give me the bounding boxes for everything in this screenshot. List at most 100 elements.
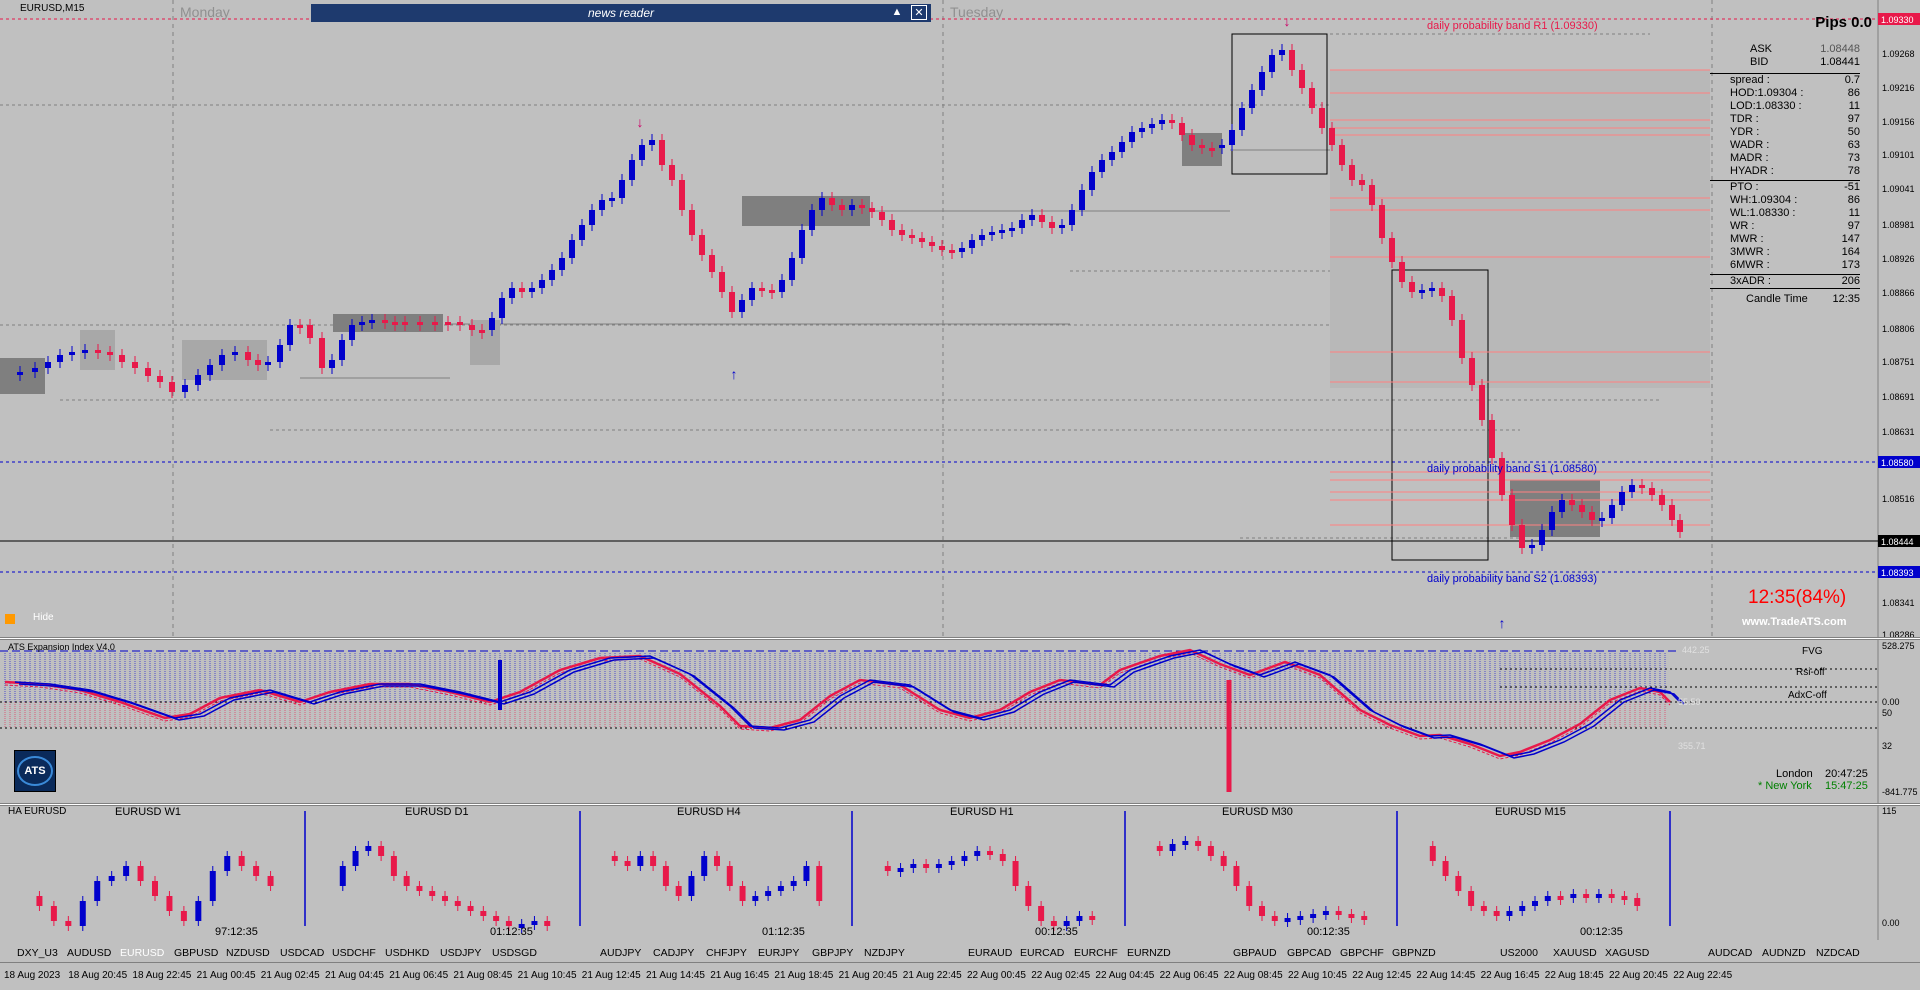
chart-title: EURUSD,M15 [20,3,85,14]
time-tick: 22 Aug 06:45 [1159,970,1219,981]
mini-candle [611,856,618,861]
mini-candle [714,856,720,866]
candle [699,235,705,255]
symbol-usdhkd[interactable]: USDHKD [385,947,430,959]
symbol-cadjpy[interactable]: CADJPY [653,947,695,959]
candle [255,360,261,365]
time-tick: 21 Aug 08:45 [453,970,513,981]
symbol-audusd[interactable]: AUDUSD [67,947,112,959]
symbol-euraud[interactable]: EURAUD [968,947,1013,959]
main-chart-pane[interactable]: ↓ ↓ ↑ ↑ daily probability band R1 (1.093… [0,0,1920,637]
bid-label: BID [1750,56,1769,68]
osc-axis-bottom: -841.775 [1882,787,1918,797]
info-row: 3MWR : 164 [1710,246,1860,259]
symbol-eurjpy[interactable]: EURJPY [758,947,800,959]
candle [107,352,113,355]
candle [307,325,313,338]
symbol-us2000[interactable]: US2000 [1500,947,1538,959]
news-reader-bar[interactable]: news reader ▲ ✕ [311,4,931,22]
site-label: www.TradeATS.com [1742,616,1847,628]
price-tick: 1.09156 [1882,117,1915,127]
candle [1509,495,1515,525]
mini-candle [137,866,144,881]
symbol-audcad[interactable]: AUDCAD [1708,947,1753,959]
mini-candle [1038,906,1045,921]
mini-panel-timer: 00:12:35 [1580,926,1623,938]
symbol-eurcad[interactable]: EURCAD [1020,947,1065,959]
candle [1209,148,1215,151]
pane-separator[interactable] [0,637,1920,640]
symbol-gbpaud[interactable]: GBPAUD [1233,947,1277,959]
symbol-usdchf[interactable]: USDCHF [332,947,376,959]
candle [1119,142,1125,152]
candle [1329,128,1335,145]
multi-timeframe-pane[interactable]: HA EURUSD EURUSD W1 97:12:35 EURUSD D1 01:1… [0,806,1920,940]
hide-button[interactable]: Hide [33,612,54,623]
mini-candle [1429,846,1436,861]
mini-panel-timer: 01:12:35 [762,926,805,938]
candle [739,300,745,312]
close-icon[interactable]: ✕ [911,5,927,20]
symbol-xagusd[interactable]: XAGUSD [1605,947,1650,959]
mini-candle [816,866,823,901]
symbol-gbpcad[interactable]: GBPCAD [1287,947,1332,959]
info-value: 147 [1841,233,1860,245]
symbol-xauusd[interactable]: XAUUSD [1553,947,1597,959]
collapse-icon[interactable]: ▲ [891,6,903,18]
candle [277,345,283,362]
candle [287,325,293,345]
price-chart[interactable]: ↓ ↓ ↑ ↑ daily probability band R1 (1.093… [0,0,1920,637]
mini-candle [1468,891,1475,906]
symbol-eurusd[interactable]: EURUSD [120,947,165,959]
symbol-nzdusd[interactable]: NZDUSD [226,947,270,959]
candle [779,280,785,292]
mini-panel-title: EURUSD W1 [115,806,182,818]
band-s1-label: daily probability band S1 (1.08580) [1427,463,1597,475]
symbol-usdjpy[interactable]: USDJPY [440,947,482,959]
ats-logo-text: ATS [17,756,53,786]
info-key: 3xADR : [1730,275,1771,287]
candle [909,235,915,238]
symbol-gbpjpy[interactable]: GBPJPY [812,947,854,959]
symbol-eurnzd[interactable]: EURNZD [1127,947,1171,959]
candle [759,288,765,291]
mini-candle [152,881,158,896]
ask-value: 1.08448 [1820,43,1860,55]
symbol-gbpchf[interactable]: GBPCHF [1340,947,1384,959]
hide-toggle-icon[interactable] [5,614,15,624]
symbol-nzdjpy[interactable]: NZDJPY [864,947,905,959]
candle [1219,145,1225,148]
symbol-gbpusd[interactable]: GBPUSD [174,947,219,959]
mini-candle [544,921,551,926]
info-row: HYADR : 78 [1710,165,1860,178]
big-timer: 12:35(84%) [1748,587,1847,608]
price-tick: 1.09101 [1882,150,1915,160]
candle [669,165,675,180]
price-tick: 1.08286 [1882,630,1915,637]
time-tick: 21 Aug 20:45 [838,970,898,981]
london-label: London [1776,768,1813,780]
symbol-audjpy[interactable]: AUDJPY [600,947,642,959]
symbol-eurchf[interactable]: EURCHF [1074,947,1118,959]
oscillator-pane[interactable]: ATS Expansion Index V4.0 442.25 55.50 35… [0,640,1920,803]
symbol-gbpnzd[interactable]: GBPNZD [1392,947,1436,959]
candle [889,220,895,230]
symbol-audnzd[interactable]: AUDNZD [1762,947,1806,959]
candle [369,320,375,323]
symbol-chfjpy[interactable]: CHFJPY [706,947,747,959]
price-tag-s2: 1.08393 [1881,568,1914,578]
symbol-usdsgd[interactable]: USDSGD [492,947,537,959]
candle [819,198,825,210]
symbol-dxy_u3[interactable]: DXY_U3 [17,947,58,959]
mini-candle [1583,894,1590,898]
symbol-nzdcad[interactable]: NZDCAD [1816,947,1860,959]
mini-candle [108,876,115,881]
info-key: MWR : [1730,233,1764,245]
info-row: WADR : 63 [1710,139,1860,152]
candle [1279,50,1285,55]
candle [1189,135,1195,145]
pane-separator-2[interactable] [0,803,1920,806]
candle [1469,358,1475,385]
candle [919,238,925,242]
symbol-usdcad[interactable]: USDCAD [280,947,325,959]
